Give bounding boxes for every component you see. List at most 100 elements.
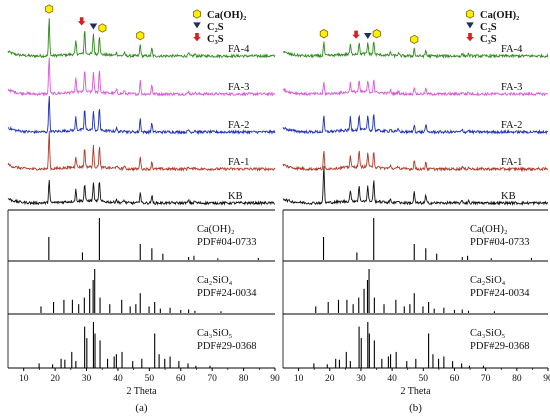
series-line (7, 179, 275, 207)
series-label: KB (228, 191, 243, 202)
series-label: FA-2 (228, 120, 249, 131)
legend-c3s-icon (466, 33, 474, 42)
reference-ca2sio4: Ca₂SiO₄ PDF#24-0034 (8, 260, 275, 313)
series-label: FA-1 (228, 157, 249, 168)
series-label: FA-1 (501, 157, 522, 168)
x-tick-label: 50 (145, 374, 155, 384)
reference-name: Ca(OH)₂ (470, 224, 508, 235)
series-fa-4: FA-4 (282, 29, 549, 59)
series-line (7, 57, 276, 97)
phase-marker-ca-oh2-icon (372, 29, 381, 39)
legend-label: Ca(OH)₂ (207, 10, 246, 21)
reference-ca2sio4: Ca₂SiO₄ PDF#24-0034 (283, 260, 548, 313)
phase-marker-ca-oh2-icon (45, 4, 54, 14)
x-tick-label: 70 (207, 374, 217, 384)
series-fa-1: FA-1 (282, 150, 548, 172)
reference-name: Ca₃SiO₅ (470, 328, 506, 339)
series-line (282, 79, 549, 97)
series-label: FA-2 (501, 120, 522, 131)
x-tick-label: 90 (270, 374, 280, 384)
phase-marker-c2s-icon (89, 23, 98, 30)
series-label: FA-4 (228, 44, 250, 55)
phase-marker-ca-oh2-icon (410, 34, 419, 45)
series-label: KB (501, 191, 516, 202)
reference-card: PDF#29-0368 (470, 341, 530, 352)
series-line (282, 41, 549, 59)
series-fa-3: FA-3 (7, 57, 276, 97)
reference-ca-oh2: Ca(OH)₂ PDF#04-0733 (283, 209, 548, 260)
reference-card: PDF#04-0733 (197, 237, 257, 248)
legend-label: C₃S (207, 34, 224, 45)
series-line (7, 95, 276, 135)
reference-name: Ca₂SiO₄ (470, 275, 506, 286)
x-tick-label: 30 (356, 374, 366, 384)
legend-label: C₂S (480, 22, 497, 33)
legend-c2s-icon (193, 22, 201, 29)
reference-name: Ca₃SiO₅ (197, 328, 233, 339)
x-axis-label: 2 Theta (400, 386, 431, 397)
x-axis-label: 2 Theta (126, 386, 157, 397)
phase-marker-c3s-icon (352, 30, 360, 39)
xrd-panel-b: FA-4FA-3FA-2FA-1KBCa(OH)₂C₂SC₃SCa(OH)₂PD… (282, 9, 550, 414)
legend-ca-oh2-icon (192, 9, 202, 19)
phase-marker-ca-oh2-icon (319, 29, 328, 39)
series-fa-2: FA-2 (7, 95, 276, 135)
reference-ca-oh2: Ca(OH)₂ PDF#04-0733 (8, 209, 275, 260)
series-line (282, 114, 549, 135)
reference-ca3sio5: Ca₃SiO₅ PDF#29-0368 (8, 313, 275, 368)
series-fa-2: FA-2 (282, 114, 549, 135)
x-axis: 10 20 30 40 50 60 70 80 90 2 Theta (7, 210, 280, 397)
series-label: FA-3 (501, 82, 522, 93)
x-tick-label: 90 (543, 374, 550, 384)
series-kb: KB (282, 165, 549, 206)
legend-ca-oh2-icon (465, 9, 475, 19)
x-tick-label: 40 (113, 374, 123, 384)
xrd-panel-a: FA-4FA-3FA-2FA-1KBCa(OH)₂C₂SC₃SCa(OH)₂PD… (7, 4, 280, 414)
legend-c3s-icon (193, 33, 201, 42)
x-tick-label: 70 (481, 374, 491, 384)
x-tick-label: 10 (19, 374, 29, 384)
panel-label: (a) (135, 402, 148, 414)
series-line (282, 150, 548, 172)
reference-card: PDF#04-0733 (470, 237, 530, 248)
phase-marker-c3s-icon (77, 17, 86, 26)
x-axis: 10 20 30 40 50 60 70 80 90 2 Theta (282, 210, 550, 397)
x-tick-label: 20 (50, 374, 60, 384)
reference-card: PDF#29-0368 (197, 341, 257, 352)
x-tick-label: 20 (325, 374, 335, 384)
x-tick-label: 10 (294, 374, 304, 384)
x-tick-label: 80 (512, 374, 522, 384)
x-tick-label: 30 (82, 374, 92, 384)
reference-card: PDF#24-0034 (470, 288, 530, 299)
x-tick-label: 60 (176, 374, 186, 384)
series-line (7, 130, 276, 172)
legend-c2s-icon (466, 22, 474, 29)
reference-card: PDF#24-0034 (197, 288, 257, 299)
x-tick-label: 50 (419, 374, 429, 384)
phase-marker-c2s-icon (364, 32, 372, 40)
x-tick-label: 80 (239, 374, 249, 384)
legend-label: C₂S (207, 22, 224, 33)
series-label: FA-3 (228, 82, 249, 93)
series-kb: KB (7, 179, 275, 207)
phase-marker-ca-oh2-icon (98, 23, 107, 33)
panel-label: (b) (409, 402, 422, 414)
x-tick-label: 40 (387, 374, 397, 384)
reference-name: Ca(OH)₂ (197, 224, 235, 235)
series-label: FA-4 (501, 44, 523, 55)
series-line (7, 18, 276, 59)
phase-marker-ca-oh2-icon (136, 30, 145, 41)
legend-label: C₃S (480, 34, 497, 45)
series-fa-3: FA-3 (282, 79, 549, 97)
x-tick-label: 60 (450, 374, 460, 384)
series-fa-4: FA-4 (7, 4, 276, 59)
series-fa-1: FA-1 (7, 130, 276, 172)
reference-ca3sio5: Ca₃SiO₅ PDF#29-0368 (283, 313, 548, 368)
legend-label: Ca(OH)₂ (480, 10, 519, 21)
reference-name: Ca₂SiO₄ (197, 275, 233, 286)
series-line (282, 165, 549, 206)
